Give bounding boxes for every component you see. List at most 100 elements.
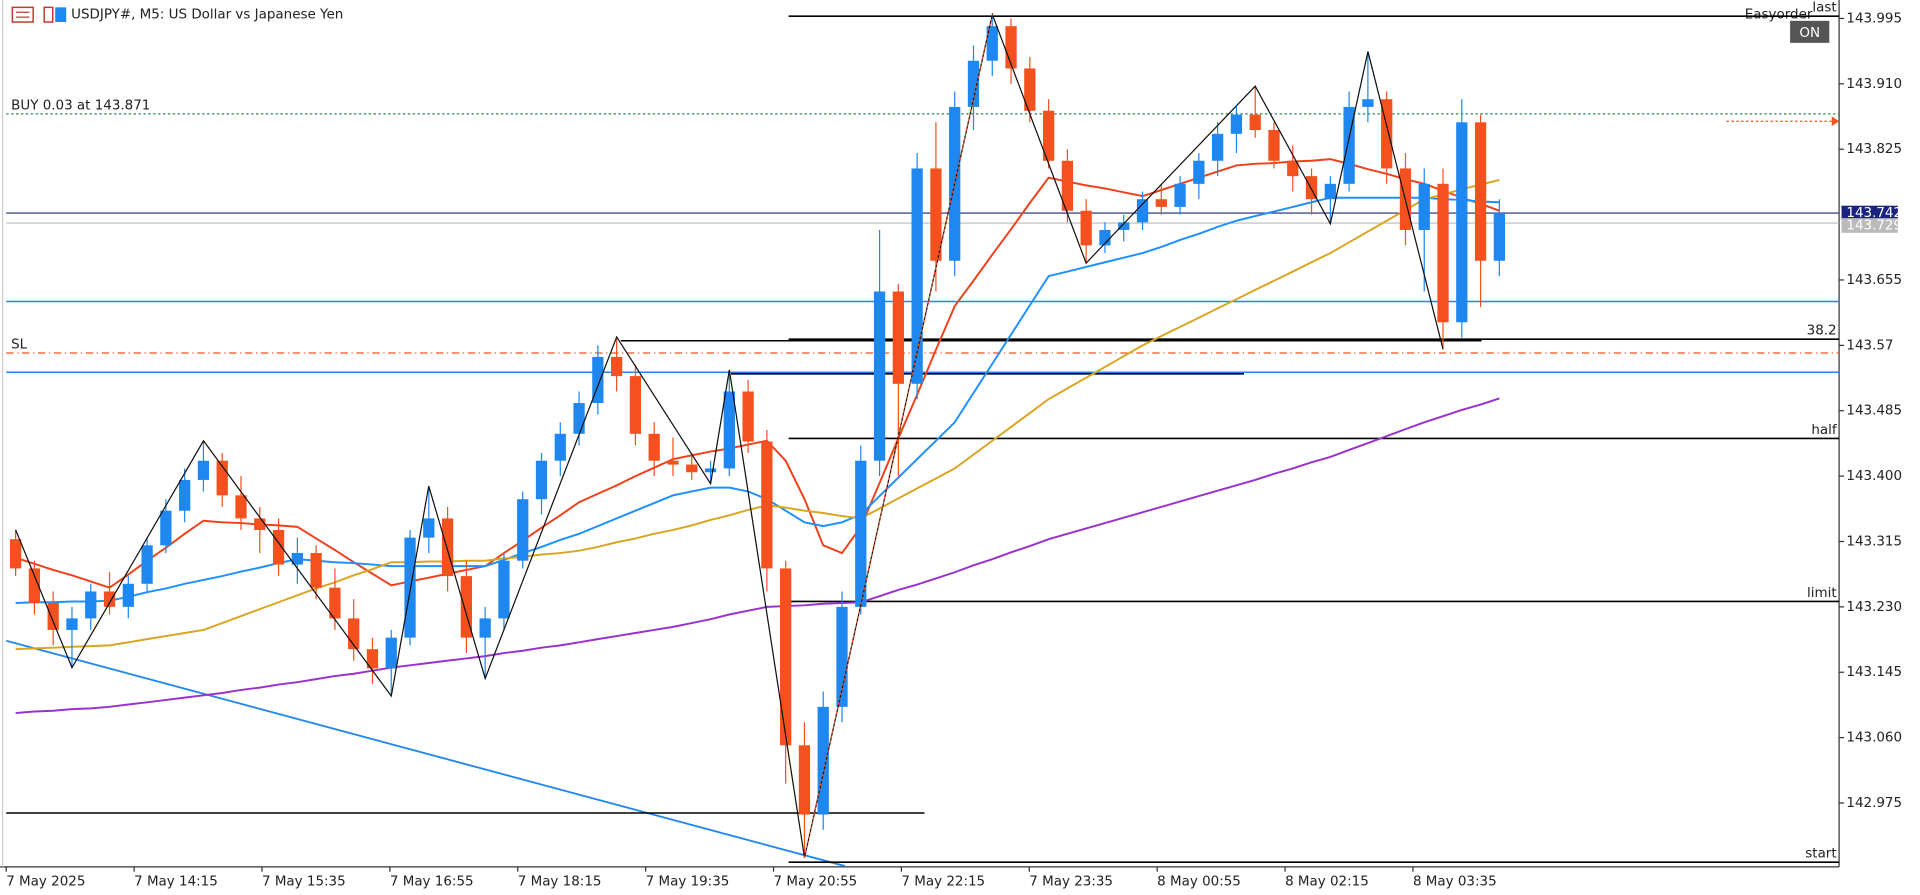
y-tick-label: 143.315 xyxy=(1846,534,1902,549)
candle-body xyxy=(179,479,191,511)
candle-body xyxy=(47,603,59,630)
fibo-label: 38.2 xyxy=(1807,324,1837,339)
candle-body xyxy=(554,433,566,461)
y-tick-label: 143.825 xyxy=(1846,142,1902,157)
fibo-trend xyxy=(803,14,993,858)
y-tick-label: 142.975 xyxy=(1846,796,1902,811)
candle-body xyxy=(610,356,623,377)
trade-arrow-head xyxy=(1831,116,1840,127)
candle-body xyxy=(1155,199,1167,207)
y-tick-label: 143.230 xyxy=(1846,600,1902,615)
toolbar-icons xyxy=(11,6,67,23)
candle-body xyxy=(1136,199,1149,223)
x-tick-label: 7 May 20:55 xyxy=(774,875,858,890)
candle-body xyxy=(1437,183,1449,323)
candle-body xyxy=(817,706,829,815)
candle-body xyxy=(573,403,585,434)
candle-body xyxy=(723,391,735,469)
x-tick-label: 7 May 22:15 xyxy=(901,875,985,890)
y-tick-label: 143.400 xyxy=(1846,469,1902,484)
candle-body xyxy=(9,539,22,569)
candle-body xyxy=(1230,114,1243,134)
candle-body xyxy=(441,518,454,577)
candle-body xyxy=(28,568,41,604)
ask-label: 143.729 xyxy=(1846,219,1902,234)
candle-body xyxy=(780,568,792,746)
candle-body xyxy=(535,460,548,500)
sl-label: SL xyxy=(11,337,28,352)
candle-body xyxy=(1249,114,1261,130)
candle-body xyxy=(761,441,773,569)
panel-button-label[interactable]: ON xyxy=(1799,26,1820,41)
candle-body xyxy=(1024,68,1036,111)
candle-body xyxy=(1042,110,1055,161)
candle-body xyxy=(855,460,867,607)
y-tick-label: 143.060 xyxy=(1846,731,1902,746)
zigzag xyxy=(15,12,1444,858)
x-tick-label: 8 May 02:15 xyxy=(1285,875,1369,890)
candle-body xyxy=(103,591,116,607)
fibo-label: limit xyxy=(1807,586,1837,601)
ask-box xyxy=(1841,218,1898,233)
candle-body xyxy=(1474,122,1487,261)
candle-body xyxy=(329,587,341,619)
candle-body xyxy=(986,26,998,61)
candle-body xyxy=(423,518,435,538)
x-tick-label: 8 May 00:55 xyxy=(1157,875,1241,890)
candle-body xyxy=(1456,122,1468,323)
candle-body xyxy=(160,510,172,546)
y-tick-label: 143.57 xyxy=(1846,338,1893,353)
panel-label: Easyorder xyxy=(1745,8,1813,23)
y-tick-label: 143.485 xyxy=(1846,404,1902,419)
candle-body xyxy=(385,637,397,669)
x-tick-label: 7 May 23:35 xyxy=(1029,875,1113,890)
candle-body xyxy=(1381,99,1393,169)
y-tick-label: 143.910 xyxy=(1846,77,1902,92)
candle-body xyxy=(1118,222,1130,230)
candle-body xyxy=(892,291,904,384)
candle-body xyxy=(122,583,134,607)
candle-body xyxy=(254,518,266,530)
candle-body xyxy=(798,745,811,815)
candle-body xyxy=(1418,183,1430,230)
candle-body xyxy=(366,649,379,669)
candle-body xyxy=(310,553,322,588)
menu-icon[interactable] xyxy=(11,6,34,23)
x-tick-label: 7 May 18:15 xyxy=(518,875,602,890)
candle-body xyxy=(517,499,529,561)
candle-body xyxy=(1305,176,1318,200)
chart-title: USDJPY#, M5: US Dollar vs Japanese Yen xyxy=(71,8,343,23)
candle-body xyxy=(85,591,97,619)
fibo-label: last xyxy=(1812,1,1836,16)
candle-body xyxy=(686,464,698,473)
y-tick-label: 143.995 xyxy=(1846,11,1902,26)
panel-button[interactable] xyxy=(1790,20,1830,43)
candle-body xyxy=(141,545,153,584)
x-tick-label: 7 May 14:15 xyxy=(134,875,218,890)
candle-body xyxy=(291,553,303,565)
candle-body xyxy=(197,460,210,480)
candle-body xyxy=(498,560,510,619)
candle-body xyxy=(66,618,78,630)
buy-label: BUY 0.03 at 143.871 xyxy=(11,98,150,113)
trend-line xyxy=(5,639,846,867)
moving-average xyxy=(15,196,1500,604)
candle-body xyxy=(1324,183,1336,200)
candle-body xyxy=(1005,26,1017,69)
x-tick-label: 7 May 2025 xyxy=(6,875,85,890)
x-tick-label: 7 May 16:55 xyxy=(390,875,474,890)
candle-body xyxy=(1080,210,1092,246)
candle-body xyxy=(911,168,923,384)
candle-body xyxy=(1287,160,1299,177)
y-tick-label: 143.145 xyxy=(1846,665,1902,680)
candle-body xyxy=(460,576,473,638)
candle-body xyxy=(479,618,491,638)
candle-body xyxy=(1493,213,1505,261)
candle-body xyxy=(1362,99,1374,107)
symbol-icon[interactable] xyxy=(43,6,54,23)
candle-body xyxy=(648,433,660,461)
candle-body xyxy=(742,391,754,442)
candle-body xyxy=(592,356,604,404)
fibo-label: start xyxy=(1805,847,1836,862)
